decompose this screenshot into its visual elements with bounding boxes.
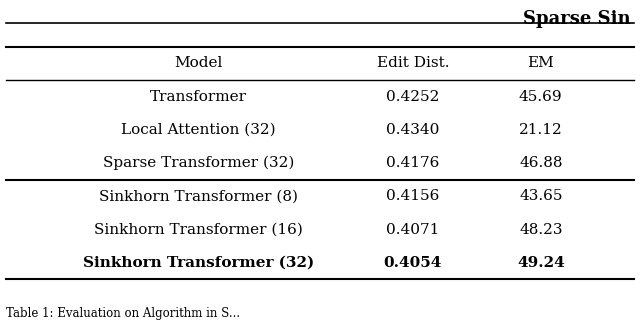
Text: Sinkhorn Transformer (8): Sinkhorn Transformer (8) — [99, 189, 298, 203]
Text: Sinkhorn Transformer (32): Sinkhorn Transformer (32) — [83, 256, 314, 270]
Text: Sinkhorn Transformer (16): Sinkhorn Transformer (16) — [94, 223, 303, 236]
Text: 49.24: 49.24 — [517, 256, 564, 270]
Text: EM: EM — [527, 57, 554, 70]
Text: Model: Model — [174, 57, 223, 70]
Text: 43.65: 43.65 — [519, 189, 563, 203]
Text: 0.4176: 0.4176 — [386, 156, 440, 170]
Text: 0.4252: 0.4252 — [386, 90, 440, 104]
Text: Sparse Sin: Sparse Sin — [523, 10, 630, 28]
Text: 46.88: 46.88 — [519, 156, 563, 170]
Text: 0.4054: 0.4054 — [383, 256, 442, 270]
Text: 0.4156: 0.4156 — [386, 189, 440, 203]
Text: 0.4340: 0.4340 — [386, 123, 440, 137]
Text: Transformer: Transformer — [150, 90, 247, 104]
Text: 48.23: 48.23 — [519, 223, 563, 236]
Text: 45.69: 45.69 — [519, 90, 563, 104]
Text: 21.12: 21.12 — [519, 123, 563, 137]
Text: Sparse Transformer (32): Sparse Transformer (32) — [102, 156, 294, 170]
Text: Edit Dist.: Edit Dist. — [376, 57, 449, 70]
Text: Table 1: Evaluation on Algorithm in S...: Table 1: Evaluation on Algorithm in S... — [6, 307, 241, 320]
Text: Local Attention (32): Local Attention (32) — [121, 123, 276, 137]
Text: 0.4071: 0.4071 — [386, 223, 440, 236]
